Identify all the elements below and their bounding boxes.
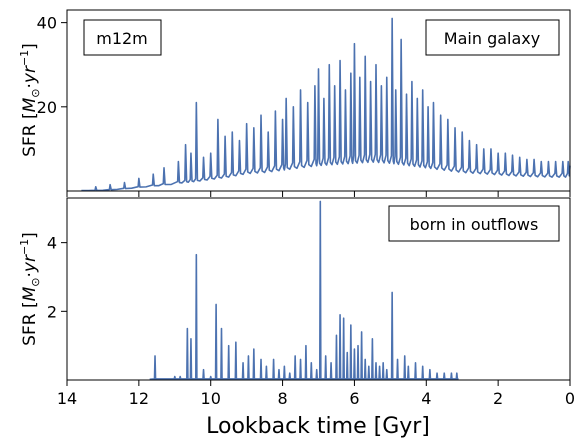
top-panel-frame [66, 9, 571, 192]
main-galaxy-label: Main galaxy [444, 29, 540, 48]
x-tick-label: 12 [129, 389, 149, 408]
bottom-panel-frame [66, 197, 571, 381]
outflows-label: born in outflows [410, 215, 539, 234]
bottom-y-tick-label: 2 [47, 302, 57, 321]
top-series-line [81, 17, 571, 192]
bottom-series-path [149, 200, 459, 381]
x-axis-label: Lookback time [Gyr] [206, 414, 430, 439]
bottom-panel: 24 14 12 10 8 6 4 2 0 SFR [M⊙·yr−1] born in out… [18, 197, 575, 408]
top-series-path [81, 17, 571, 192]
top-x-ticks [66, 191, 571, 197]
outflows-box [388, 205, 560, 242]
top-y-axis-label: SFR [M⊙·yr−1] [18, 43, 42, 157]
bottom-x-ticks: 14 12 10 8 6 4 2 0 [57, 380, 575, 408]
top-y-tick-label: 40 [37, 14, 57, 33]
bottom-y-axis-label: SFR [M⊙·yr−1] [18, 232, 42, 346]
x-tick-label: 8 [277, 389, 287, 408]
bottom-y-ticks: 24 [47, 234, 67, 321]
galaxy-name-label: m12m [96, 29, 148, 48]
galaxy-name-box [83, 19, 162, 56]
bottom-series-line [149, 200, 459, 381]
main-galaxy-box [425, 19, 560, 56]
top-y-tick-label: 20 [37, 98, 57, 117]
x-tick-label: 14 [57, 389, 77, 408]
x-tick-label: 0 [565, 389, 575, 408]
x-tick-label: 10 [201, 389, 221, 408]
x-tick-label: 4 [421, 389, 431, 408]
x-tick-label: 6 [349, 389, 359, 408]
bottom-y-tick-label: 4 [47, 234, 57, 253]
x-tick-label: 2 [493, 389, 503, 408]
